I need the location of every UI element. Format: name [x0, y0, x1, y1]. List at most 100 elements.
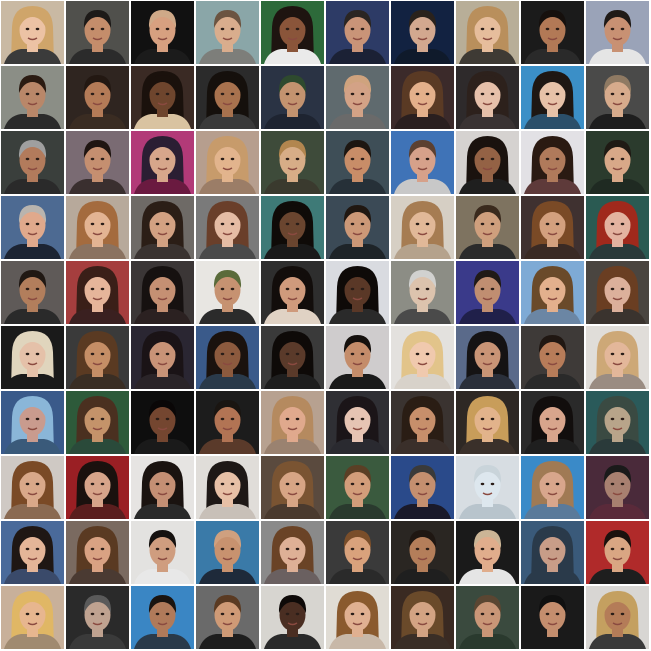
- face-thumbnail-r9-c1: [1, 521, 64, 584]
- face-thumbnail-r10-c1: [1, 586, 64, 649]
- face-thumbnail-r6-c3: [131, 326, 194, 389]
- face-thumbnail-r7-c3: [131, 391, 194, 454]
- face-thumbnail-r1-c10: [586, 1, 649, 64]
- face-thumbnail-r2-c8: [456, 66, 519, 129]
- face-thumbnail-r2-c9: [521, 66, 584, 129]
- face-thumbnail-r10-c8: [456, 586, 519, 649]
- face-thumbnail-r8-c2: [66, 456, 129, 519]
- face-thumbnail-r9-c6: [326, 521, 389, 584]
- face-thumbnail-r5-c8: [456, 261, 519, 324]
- face-thumbnail-r6-c10: [586, 326, 649, 389]
- face-thumbnail-r9-c7: [391, 521, 454, 584]
- face-thumbnail-r3-c3: [131, 131, 194, 194]
- face-thumbnail-r9-c2: [66, 521, 129, 584]
- face-thumbnail-r9-c8: [456, 521, 519, 584]
- face-thumbnail-r7-c2: [66, 391, 129, 454]
- face-thumbnail-r9-c10: [586, 521, 649, 584]
- face-thumbnail-r4-c3: [131, 196, 194, 259]
- face-thumbnail-r7-c10: [586, 391, 649, 454]
- face-thumbnail-r4-c1: [1, 196, 64, 259]
- face-thumbnail-r4-c2: [66, 196, 129, 259]
- face-thumbnail-r6-c6: [326, 326, 389, 389]
- face-thumbnail-r4-c9: [521, 196, 584, 259]
- face-thumbnail-r5-c2: [66, 261, 129, 324]
- face-thumbnail-r1-c9: [521, 1, 584, 64]
- face-thumbnail-r6-c5: [261, 326, 324, 389]
- face-thumbnail-r3-c4: [196, 131, 259, 194]
- face-thumbnail-r2-c10: [586, 66, 649, 129]
- face-thumbnail-r7-c6: [326, 391, 389, 454]
- face-thumbnail-r10-c4: [196, 586, 259, 649]
- face-thumbnail-r6-c2: [66, 326, 129, 389]
- face-thumbnail-r4-c10: [586, 196, 649, 259]
- face-thumbnail-r8-c3: [131, 456, 194, 519]
- face-thumbnail-r2-c5: [261, 66, 324, 129]
- face-thumbnail-r9-c4: [196, 521, 259, 584]
- face-thumbnail-r2-c4: [196, 66, 259, 129]
- face-thumbnail-r9-c3: [131, 521, 194, 584]
- face-thumbnail-r8-c8: [456, 456, 519, 519]
- face-thumbnail-r2-c6: [326, 66, 389, 129]
- face-thumbnail-r1-c2: [66, 1, 129, 64]
- face-thumbnail-r9-c9: [521, 521, 584, 584]
- face-thumbnail-r7-c4: [196, 391, 259, 454]
- face-thumbnail-r1-c4: [196, 1, 259, 64]
- face-thumbnail-r3-c8: [456, 131, 519, 194]
- face-thumbnail-r8-c10: [586, 456, 649, 519]
- face-thumbnail-r5-c10: [586, 261, 649, 324]
- face-thumbnail-r3-c7: [391, 131, 454, 194]
- face-thumbnail-r8-c7: [391, 456, 454, 519]
- face-thumbnail-r1-c3: [131, 1, 194, 64]
- face-thumbnail-r3-c5: [261, 131, 324, 194]
- face-thumbnail-r5-c7: [391, 261, 454, 324]
- face-thumbnail-r8-c5: [261, 456, 324, 519]
- face-thumbnail-r6-c8: [456, 326, 519, 389]
- face-thumbnail-r7-c8: [456, 391, 519, 454]
- face-thumbnail-r7-c5: [261, 391, 324, 454]
- face-thumbnail-r10-c5: [261, 586, 324, 649]
- face-thumbnail-r7-c9: [521, 391, 584, 454]
- face-thumbnail-r9-c5: [261, 521, 324, 584]
- face-thumbnail-r10-c6: [326, 586, 389, 649]
- face-thumbnail-r10-c3: [131, 586, 194, 649]
- face-thumbnail-r5-c6: [326, 261, 389, 324]
- face-thumbnail-r5-c3: [131, 261, 194, 324]
- face-thumbnail-r7-c1: [1, 391, 64, 454]
- face-thumbnail-r2-c1: [1, 66, 64, 129]
- face-thumbnail-r1-c8: [456, 1, 519, 64]
- face-thumbnail-r6-c9: [521, 326, 584, 389]
- face-thumbnail-r10-c2: [66, 586, 129, 649]
- face-thumbnail-r10-c7: [391, 586, 454, 649]
- face-thumbnail-r1-c6: [326, 1, 389, 64]
- face-thumbnail-r4-c6: [326, 196, 389, 259]
- face-thumbnail-r3-c9: [521, 131, 584, 194]
- face-thumbnail-r8-c1: [1, 456, 64, 519]
- face-thumbnail-r3-c1: [1, 131, 64, 194]
- face-thumbnail-r4-c7: [391, 196, 454, 259]
- face-thumbnail-r5-c5: [261, 261, 324, 324]
- face-thumbnail-r10-c9: [521, 586, 584, 649]
- face-thumbnail-r2-c3: [131, 66, 194, 129]
- face-thumbnail-r8-c4: [196, 456, 259, 519]
- face-thumbnail-r3-c10: [586, 131, 649, 194]
- face-thumbnail-r8-c9: [521, 456, 584, 519]
- face-thumbnail-r5-c4: [196, 261, 259, 324]
- face-thumbnail-r1-c1: [1, 1, 64, 64]
- face-thumbnail-r1-c7: [391, 1, 454, 64]
- face-thumbnail-r6-c4: [196, 326, 259, 389]
- face-thumbnail-r5-c9: [521, 261, 584, 324]
- face-thumbnail-r2-c7: [391, 66, 454, 129]
- face-thumbnail-r4-c4: [196, 196, 259, 259]
- face-thumbnail-r6-c1: [1, 326, 64, 389]
- face-thumbnail-r3-c2: [66, 131, 129, 194]
- face-thumbnail-r5-c1: [1, 261, 64, 324]
- face-thumbnail-r8-c6: [326, 456, 389, 519]
- face-thumbnail-r2-c2: [66, 66, 129, 129]
- face-thumbnail-r7-c7: [391, 391, 454, 454]
- face-thumbnail-r6-c7: [391, 326, 454, 389]
- face-thumbnail-r4-c8: [456, 196, 519, 259]
- face-thumbnail-r10-c10: [586, 586, 649, 649]
- face-thumbnail-r4-c5: [261, 196, 324, 259]
- face-thumbnail-r3-c6: [326, 131, 389, 194]
